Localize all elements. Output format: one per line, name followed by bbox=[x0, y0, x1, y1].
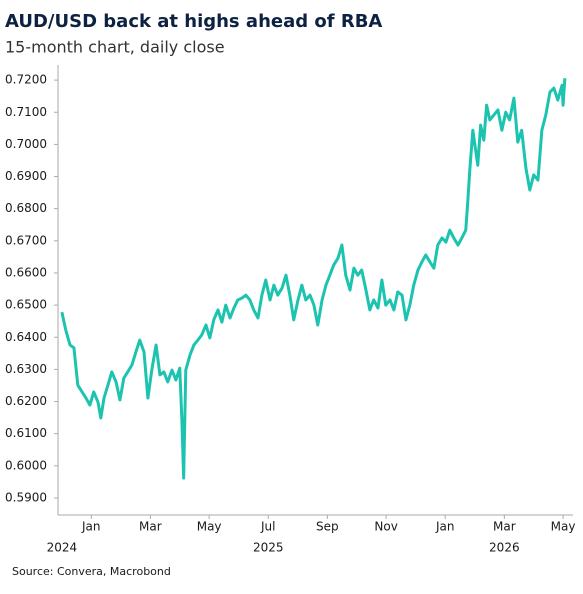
y-tick-label: 0.6500 bbox=[5, 298, 47, 312]
x-tick-label: Mar bbox=[139, 520, 162, 534]
x-tick-label: Jan bbox=[435, 520, 455, 534]
y-tick-label: 0.7200 bbox=[5, 73, 47, 87]
y-tick-label: 0.5900 bbox=[5, 490, 47, 504]
x-tick-label: Jul bbox=[260, 520, 275, 534]
y-tick-label: 0.6900 bbox=[5, 169, 47, 183]
x-year-label: 2024 bbox=[47, 541, 78, 555]
y-tick-label: 0.7000 bbox=[5, 137, 47, 151]
x-tick-label: Sep bbox=[316, 520, 339, 534]
price-line bbox=[60, 78, 567, 480]
y-tick-label: 0.6200 bbox=[5, 394, 47, 408]
y-tick-label: 0.6700 bbox=[5, 233, 47, 247]
chart-title: AUD/USD back at highs ahead of RBA bbox=[5, 11, 382, 32]
source-note: Source: Convera, Macrobond bbox=[12, 565, 171, 578]
y-tick-label: 0.6300 bbox=[5, 362, 47, 376]
x-tick-label: Jan bbox=[81, 520, 101, 534]
x-tick-label: Mar bbox=[493, 520, 516, 534]
y-tick-label: 0.6600 bbox=[5, 265, 47, 279]
x-year-label: 2026 bbox=[489, 541, 520, 555]
y-tick-label: 0.6100 bbox=[5, 426, 47, 440]
y-tick-label: 0.6800 bbox=[5, 201, 47, 215]
y-tick-label: 0.7100 bbox=[5, 105, 47, 119]
chart-subtitle: 15-month chart, daily close bbox=[5, 38, 225, 57]
y-tick-label: 0.6400 bbox=[5, 330, 47, 344]
x-tick-label: May bbox=[551, 520, 576, 534]
x-tick-label: Nov bbox=[374, 520, 397, 534]
x-tick-label: May bbox=[197, 520, 222, 534]
x-year-label: 2025 bbox=[253, 541, 284, 555]
y-tick-label: 0.6000 bbox=[5, 458, 47, 472]
